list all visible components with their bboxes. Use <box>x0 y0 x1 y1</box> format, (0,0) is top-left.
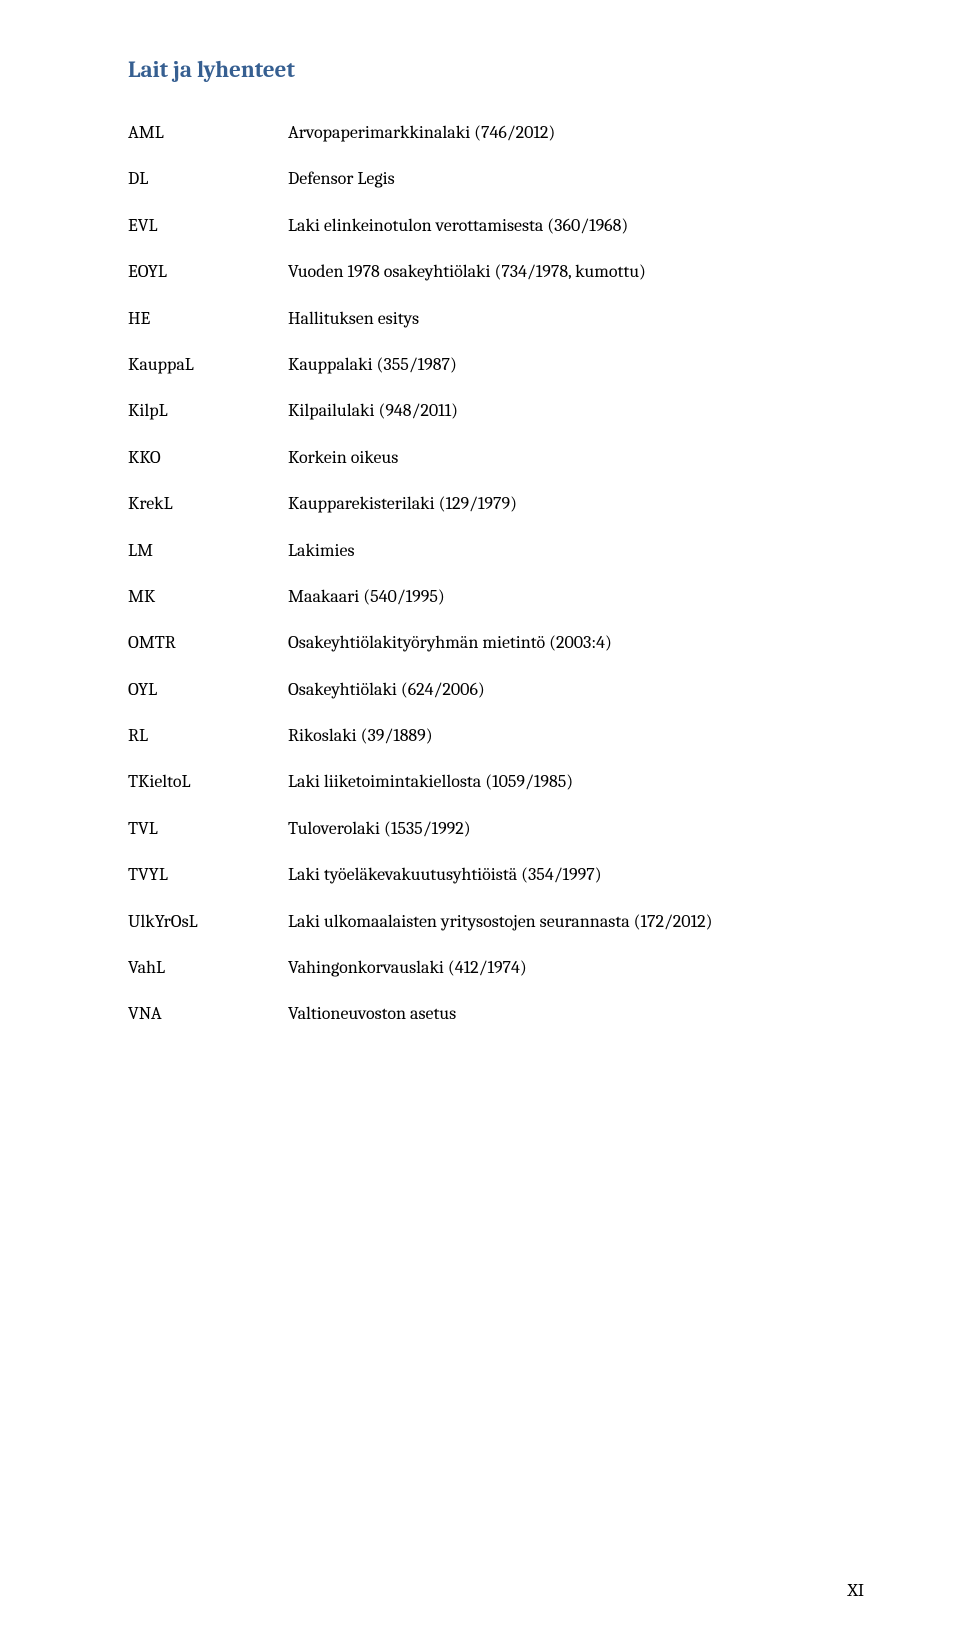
abbreviation-term: EVL <box>128 214 288 237</box>
abbreviation-term: EOYL <box>128 260 288 283</box>
abbreviation-term: VNA <box>128 1002 288 1025</box>
abbreviation-row: EOYLVuoden 1978 osakeyhtiölaki (734/1978… <box>128 260 870 283</box>
abbreviation-row: KilpLKilpailulaki (948/2011) <box>128 399 870 422</box>
abbreviation-definition: Vuoden 1978 osakeyhtiölaki (734/1978, ku… <box>288 260 870 283</box>
abbreviation-definition: Defensor Legis <box>288 167 870 190</box>
abbreviation-definition: Rikoslaki (39/1889) <box>288 724 870 747</box>
abbreviation-row: VahLVahingonkorvauslaki (412/1974) <box>128 956 870 979</box>
abbreviation-row: TKieltoLLaki liiketoimintakiellosta (105… <box>128 770 870 793</box>
abbreviation-term: UlkYrOsL <box>128 910 288 933</box>
abbreviation-term: KKO <box>128 446 288 469</box>
abbreviation-definition: Laki liiketoimintakiellosta (1059/1985) <box>288 770 870 793</box>
abbreviation-definition: Valtioneuvoston asetus <box>288 1002 870 1025</box>
abbreviation-term: KrekL <box>128 492 288 515</box>
abbreviation-definition: Korkein oikeus <box>288 446 870 469</box>
abbreviation-row: AMLArvopaperimarkkinalaki (746/2012) <box>128 121 870 144</box>
page-number: XI <box>848 1580 864 1601</box>
abbreviation-definition: Kaupparekisterilaki (129/1979) <box>288 492 870 515</box>
abbreviation-term: TVL <box>128 817 288 840</box>
abbreviation-term: VahL <box>128 956 288 979</box>
abbreviation-row: OYLOsakeyhtiölaki (624/2006) <box>128 678 870 701</box>
abbreviation-term: KilpL <box>128 399 288 422</box>
abbreviation-row: EVLLaki elinkeinotulon verottamisesta (3… <box>128 214 870 237</box>
abbreviation-row: KauppaLKauppalaki (355/1987) <box>128 353 870 376</box>
abbreviation-term: AML <box>128 121 288 144</box>
abbreviation-definition: Arvopaperimarkkinalaki (746/2012) <box>288 121 870 144</box>
abbreviation-definition: Lakimies <box>288 539 870 562</box>
abbreviation-definition: Maakaari (540/1995) <box>288 585 870 608</box>
abbreviation-term: OMTR <box>128 631 288 654</box>
abbreviations-list: AMLArvopaperimarkkinalaki (746/2012)DLDe… <box>128 121 870 1026</box>
abbreviation-row: TVLTuloverolaki (1535/1992) <box>128 817 870 840</box>
abbreviation-row: OMTROsakeyhtiölakityöryhmän mietintö (20… <box>128 631 870 654</box>
abbreviation-row: DLDefensor Legis <box>128 167 870 190</box>
abbreviation-term: MK <box>128 585 288 608</box>
abbreviation-row: HEHallituksen esitys <box>128 307 870 330</box>
abbreviation-row: UlkYrOsLLaki ulkomaalaisten yritysostoje… <box>128 910 870 933</box>
abbreviation-definition: Laki ulkomaalaisten yritysostojen seuran… <box>288 910 870 933</box>
abbreviation-row: TVYLLaki työeläkevakuutusyhtiöistä (354/… <box>128 863 870 886</box>
abbreviation-definition: Laki työeläkevakuutusyhtiöistä (354/1997… <box>288 863 870 886</box>
abbreviation-definition: Kilpailulaki (948/2011) <box>288 399 870 422</box>
abbreviation-row: KKOKorkein oikeus <box>128 446 870 469</box>
abbreviation-definition: Tuloverolaki (1535/1992) <box>288 817 870 840</box>
abbreviation-definition: Osakeyhtiölaki (624/2006) <box>288 678 870 701</box>
abbreviation-definition: Kauppalaki (355/1987) <box>288 353 870 376</box>
abbreviation-term: KauppaL <box>128 353 288 376</box>
abbreviation-row: RLRikoslaki (39/1889) <box>128 724 870 747</box>
abbreviation-definition: Hallituksen esitys <box>288 307 870 330</box>
abbreviation-row: KrekLKaupparekisterilaki (129/1979) <box>128 492 870 515</box>
abbreviation-definition: Osakeyhtiölakityöryhmän mietintö (2003:4… <box>288 631 870 654</box>
abbreviation-term: LM <box>128 539 288 562</box>
abbreviation-row: VNAValtioneuvoston asetus <box>128 1002 870 1025</box>
abbreviation-definition: Vahingonkorvauslaki (412/1974) <box>288 956 870 979</box>
abbreviation-term: HE <box>128 307 288 330</box>
abbreviation-definition: Laki elinkeinotulon verottamisesta (360/… <box>288 214 870 237</box>
abbreviation-term: OYL <box>128 678 288 701</box>
abbreviation-term: DL <box>128 167 288 190</box>
abbreviation-row: MKMaakaari (540/1995) <box>128 585 870 608</box>
abbreviation-row: LMLakimies <box>128 539 870 562</box>
abbreviation-term: TVYL <box>128 863 288 886</box>
abbreviation-term: TKieltoL <box>128 770 288 793</box>
section-heading: Lait ja lyhenteet <box>128 56 870 83</box>
abbreviation-term: RL <box>128 724 288 747</box>
